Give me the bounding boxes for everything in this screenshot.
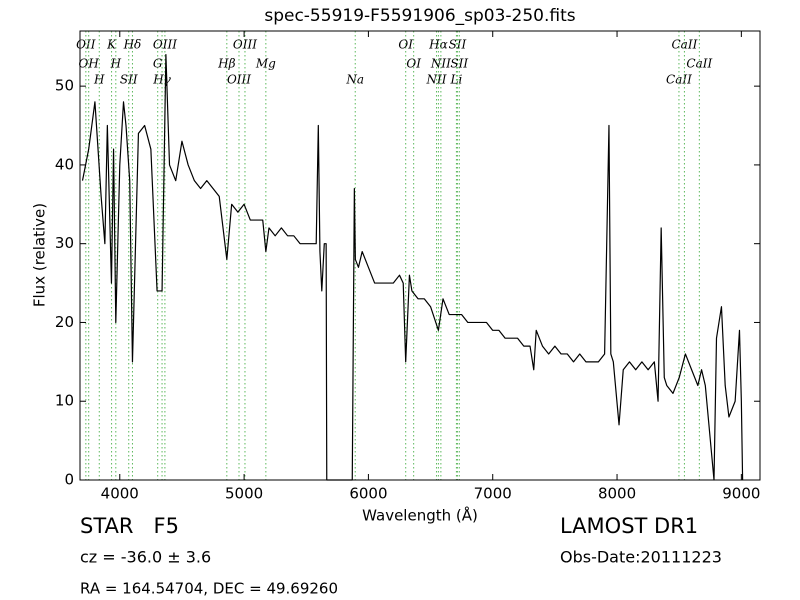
- spectral-line-label: Hγ: [152, 73, 171, 87]
- spectral-line-label: OH: [79, 57, 100, 71]
- x-tick-label: 6000: [349, 485, 387, 503]
- spectral-line-label: NII: [430, 57, 451, 71]
- spectral-line-label: SII: [450, 57, 468, 71]
- plot-frame: [79, 30, 761, 481]
- spectral-line-label: CaII: [666, 73, 692, 87]
- spectral-line-label: OI: [398, 38, 413, 52]
- spectral-line-label: Li: [450, 73, 463, 87]
- y-tick-label: 0: [64, 471, 74, 489]
- spectral-line-label: OIII: [227, 73, 251, 87]
- spectral-line-label: OII: [76, 38, 96, 52]
- spectral-line-label: SII: [120, 73, 138, 87]
- coordinates: RA = 164.54704, DEC = 49.69260: [80, 580, 338, 598]
- spectral-line-label: OI: [406, 57, 421, 71]
- chart-title: spec-55919-F5591906_sp03-250.fits: [264, 6, 575, 26]
- x-axis-label: Wavelength (Å): [362, 506, 478, 525]
- spectral-line-label: H: [93, 73, 105, 87]
- spectral-line-label: NII: [426, 73, 447, 87]
- spectral-line-label: Na: [345, 73, 364, 87]
- object-class: STAR F5: [80, 514, 179, 538]
- y-tick-label: 10: [55, 392, 74, 410]
- x-tick-label: 9000: [722, 485, 760, 503]
- spectral-line-label: Hα: [428, 38, 448, 52]
- spectral-line-label: H: [110, 57, 122, 71]
- redshift: cz = -36.0 ± 3.6: [80, 548, 211, 567]
- x-tick-label: 7000: [474, 485, 512, 503]
- y-tick-label: 20: [55, 313, 74, 331]
- spectral-line-label: Hβ: [217, 57, 235, 71]
- spectral-line-label: K: [106, 38, 117, 52]
- y-tick-label: 40: [55, 155, 74, 173]
- x-tick-label: 4000: [101, 485, 139, 503]
- spectral-line-label: Mg: [255, 57, 276, 71]
- x-tick-label: 5000: [225, 485, 263, 503]
- survey: LAMOST DR1: [560, 514, 698, 538]
- spectral-line-label: Hδ: [123, 38, 142, 52]
- y-tick-label: 50: [55, 77, 74, 95]
- y-tick-label: 30: [55, 234, 74, 252]
- spectral-line-label: OIII: [153, 38, 177, 52]
- spectral-line-label: SII: [449, 38, 467, 52]
- spectral-line-label: CaII: [686, 57, 712, 71]
- spectrum-line: [81, 54, 744, 481]
- y-axis-label: Flux (relative): [31, 203, 49, 307]
- obs-date: Obs-Date:20111223: [560, 548, 722, 567]
- spectral-line-label: G: [153, 57, 163, 71]
- spectral-line-label: OIII: [233, 38, 257, 52]
- x-tick-label: 8000: [598, 485, 636, 503]
- spectral-line-label: CaII: [672, 38, 698, 52]
